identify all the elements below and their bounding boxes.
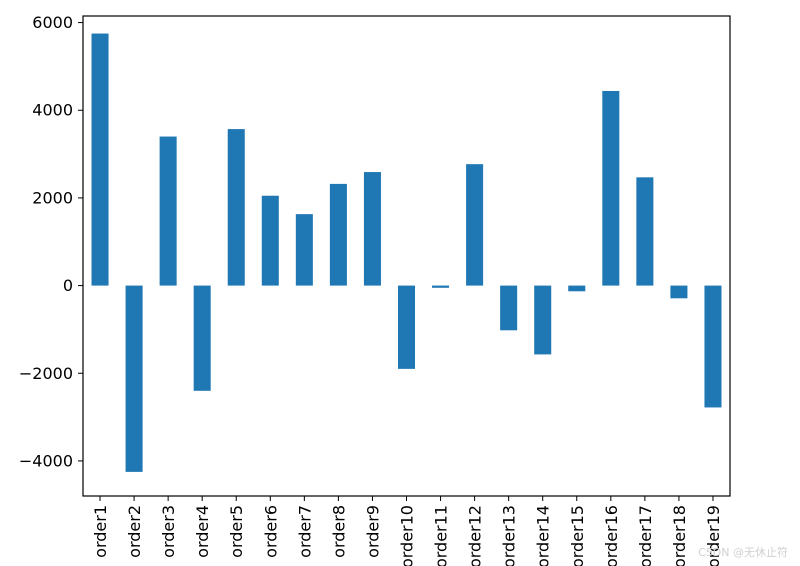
y-tick-label: 2000 <box>32 188 73 207</box>
bar-order8 <box>329 183 347 286</box>
x-tick-label: order2 <box>125 505 144 558</box>
bar-order7 <box>295 214 313 286</box>
bar-order4 <box>193 285 211 391</box>
y-tick-label: −2000 <box>19 364 73 383</box>
x-tick-label: order14 <box>534 505 553 566</box>
bar-order11 <box>432 285 450 288</box>
bar-order12 <box>466 164 484 286</box>
x-tick-label: order15 <box>568 505 587 566</box>
y-tick-label: −4000 <box>19 451 73 470</box>
bar-order13 <box>500 285 518 331</box>
x-tick-label: order7 <box>295 505 314 558</box>
bar-order19 <box>704 285 722 408</box>
bar-order3 <box>159 136 177 286</box>
bar-order2 <box>125 285 143 472</box>
x-tick-label: order19 <box>704 505 723 566</box>
x-tick-label: order18 <box>670 505 689 566</box>
y-tick-label: 4000 <box>32 101 73 120</box>
x-tick-label: order5 <box>227 505 246 558</box>
bar-order5 <box>227 129 245 286</box>
bar-order10 <box>397 285 416 369</box>
y-tick-label: 0 <box>63 276 73 295</box>
x-tick-label: order4 <box>193 505 212 558</box>
x-tick-label: order17 <box>636 505 655 566</box>
bar-order1 <box>91 33 109 286</box>
x-tick-label: order6 <box>261 505 280 558</box>
bar-order9 <box>363 172 381 286</box>
x-tick-label: order8 <box>329 505 348 558</box>
y-axis: −4000 −2000 0 2000 4000 6000 <box>19 13 83 470</box>
bar-order14 <box>534 285 552 355</box>
bar-order15 <box>568 285 586 292</box>
x-axis: order1 order2 order3 order4 order5 order6 orde… <box>91 496 723 566</box>
x-tick-label: order1 <box>91 505 110 558</box>
bars-group <box>91 33 722 472</box>
x-tick-label: order10 <box>398 505 417 566</box>
bar-order17 <box>636 177 654 286</box>
x-tick-label: order9 <box>363 505 382 558</box>
watermark: CSDN @无休止符 <box>698 546 788 559</box>
bar-order16 <box>602 90 620 286</box>
bar-order18 <box>670 285 688 299</box>
axes-frame <box>82 15 731 497</box>
bar-order6 <box>261 195 279 286</box>
x-tick-label: order13 <box>500 505 519 566</box>
x-tick-label: order11 <box>432 505 451 566</box>
x-tick-label: order12 <box>466 505 485 566</box>
x-tick-label: order3 <box>159 505 178 558</box>
y-tick-label: 6000 <box>32 13 73 32</box>
x-tick-label: order16 <box>602 505 621 566</box>
